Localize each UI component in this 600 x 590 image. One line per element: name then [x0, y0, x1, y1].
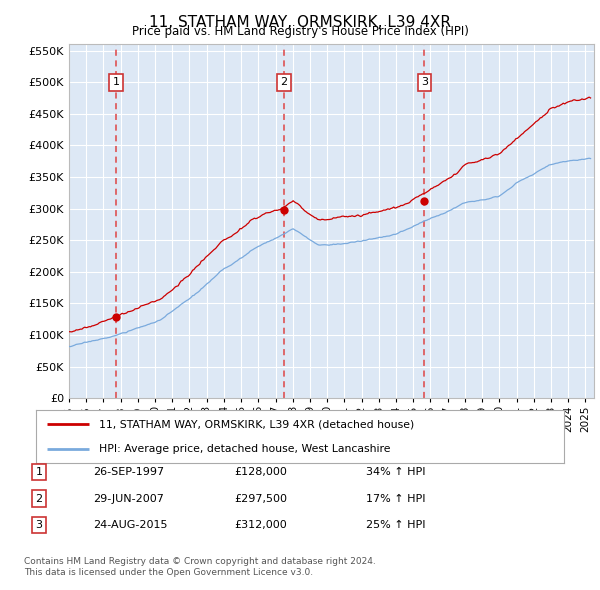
Text: 24-AUG-2015: 24-AUG-2015 — [93, 520, 167, 530]
Text: 25% ↑ HPI: 25% ↑ HPI — [366, 520, 425, 530]
Text: 11, STATHAM WAY, ORMSKIRK, L39 4XR: 11, STATHAM WAY, ORMSKIRK, L39 4XR — [149, 15, 451, 30]
Text: Contains HM Land Registry data © Crown copyright and database right 2024.: Contains HM Land Registry data © Crown c… — [24, 558, 376, 566]
Text: HPI: Average price, detached house, West Lancashire: HPI: Average price, detached house, West… — [100, 444, 391, 454]
Text: 34% ↑ HPI: 34% ↑ HPI — [366, 467, 425, 477]
Text: 3: 3 — [35, 520, 43, 530]
Text: 11, STATHAM WAY, ORMSKIRK, L39 4XR (detached house): 11, STATHAM WAY, ORMSKIRK, L39 4XR (deta… — [100, 419, 415, 430]
Text: 26-SEP-1997: 26-SEP-1997 — [93, 467, 164, 477]
Text: Price paid vs. HM Land Registry's House Price Index (HPI): Price paid vs. HM Land Registry's House … — [131, 25, 469, 38]
Text: 1: 1 — [35, 467, 43, 477]
Text: 2: 2 — [35, 494, 43, 503]
Text: £312,000: £312,000 — [234, 520, 287, 530]
Text: 2: 2 — [280, 77, 287, 87]
Text: 29-JUN-2007: 29-JUN-2007 — [93, 494, 164, 503]
Text: 3: 3 — [421, 77, 428, 87]
Text: 17% ↑ HPI: 17% ↑ HPI — [366, 494, 425, 503]
Text: 1: 1 — [112, 77, 119, 87]
Text: £297,500: £297,500 — [234, 494, 287, 503]
Text: This data is licensed under the Open Government Licence v3.0.: This data is licensed under the Open Gov… — [24, 568, 313, 577]
Text: £128,000: £128,000 — [234, 467, 287, 477]
